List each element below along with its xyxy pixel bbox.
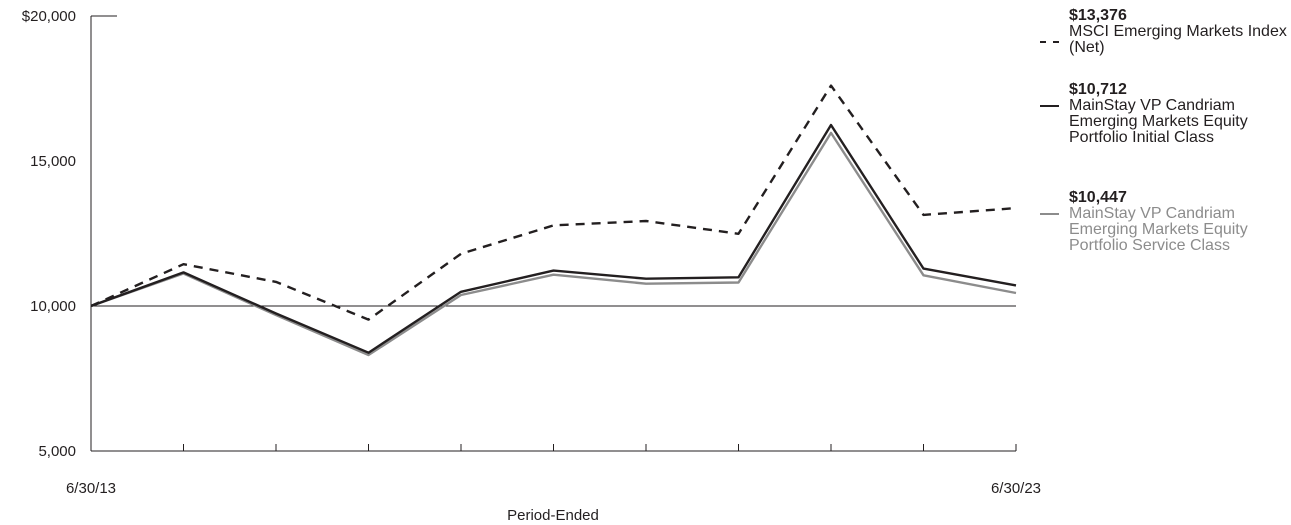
y-tick-label: 5,000	[38, 443, 76, 460]
legend-value-msci: $13,376	[1069, 7, 1127, 24]
series-layer	[90, 84, 1017, 357]
x-tick-label-end: 6/30/23	[991, 480, 1041, 497]
tick-labels: $20,000 15,000 10,000 5,000 6/30/13 6/30/23 Pe…	[22, 8, 1041, 524]
legend-value-service-class: $10,447	[1069, 189, 1127, 206]
legend-swatch-solid-black	[1040, 105, 1059, 107]
y-tick-label: 10,000	[30, 298, 76, 315]
chart-axes	[90, 15, 1017, 452]
series-line-service-class	[90, 131, 1017, 357]
legend-value-initial-class: $10,712	[1069, 81, 1127, 98]
y-tick-label: 15,000	[30, 153, 76, 170]
x-tick-label-start: 6/30/13	[66, 480, 116, 497]
x-axis-title: Period-Ended	[507, 507, 599, 524]
legend-swatch-dashed	[1040, 41, 1059, 43]
series-line-initial-class	[90, 123, 1017, 354]
y-tick-label: $20,000	[22, 8, 76, 25]
legend-label-msci: MSCI Emerging Markets Index (Net)	[1069, 23, 1287, 56]
legend-swatch-solid-gray	[1040, 213, 1059, 215]
series-line-msci	[90, 84, 1017, 321]
legend-label-initial-class: MainStay VP Candriam Emerging Markets Eq…	[1069, 97, 1248, 146]
legend-label-service-class: MainStay VP Candriam Emerging Markets Eq…	[1069, 205, 1248, 254]
